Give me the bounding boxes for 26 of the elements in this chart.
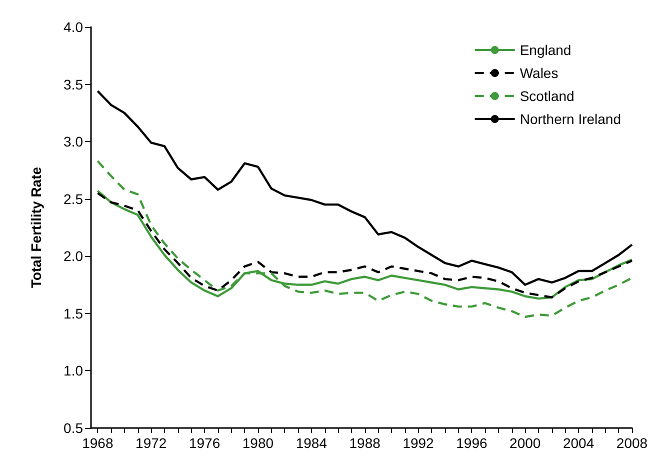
x-tick-label: 1984 xyxy=(296,435,328,451)
x-tick-label: 1996 xyxy=(456,435,488,451)
x-tick-label: 2000 xyxy=(510,435,541,451)
x-tick-label: 1992 xyxy=(402,435,434,451)
legend-label: Wales xyxy=(520,65,558,81)
x-tick-label: 1988 xyxy=(349,435,381,451)
y-tick-label: 3.5 xyxy=(64,76,84,92)
x-tick-label: 1980 xyxy=(242,435,274,451)
x-tick-label: 2004 xyxy=(562,435,594,451)
y-tick-label: 4.0 xyxy=(64,19,84,35)
x-tick-label: 1976 xyxy=(188,435,220,451)
y-tick-label: 2.0 xyxy=(64,248,84,264)
y-axis-title: Total Fertility Rate xyxy=(28,166,44,288)
y-tick-label: 0.5 xyxy=(64,420,84,436)
x-tick-label: 1972 xyxy=(136,435,167,451)
y-tick-label: 1.5 xyxy=(64,305,84,322)
y-tick-label: 3.0 xyxy=(64,134,84,150)
y-tick-label: 2.5 xyxy=(64,190,84,207)
line-series xyxy=(96,90,634,286)
x-tick-label: 1968 xyxy=(82,435,114,451)
legend-label: Scotland xyxy=(520,88,574,104)
y-tick-label: 1.0 xyxy=(64,362,84,379)
legend-label: Northern Ireland xyxy=(520,111,622,127)
line-series xyxy=(96,160,634,318)
x-tick-label: 2008 xyxy=(616,435,648,451)
legend-label: England xyxy=(520,42,572,58)
